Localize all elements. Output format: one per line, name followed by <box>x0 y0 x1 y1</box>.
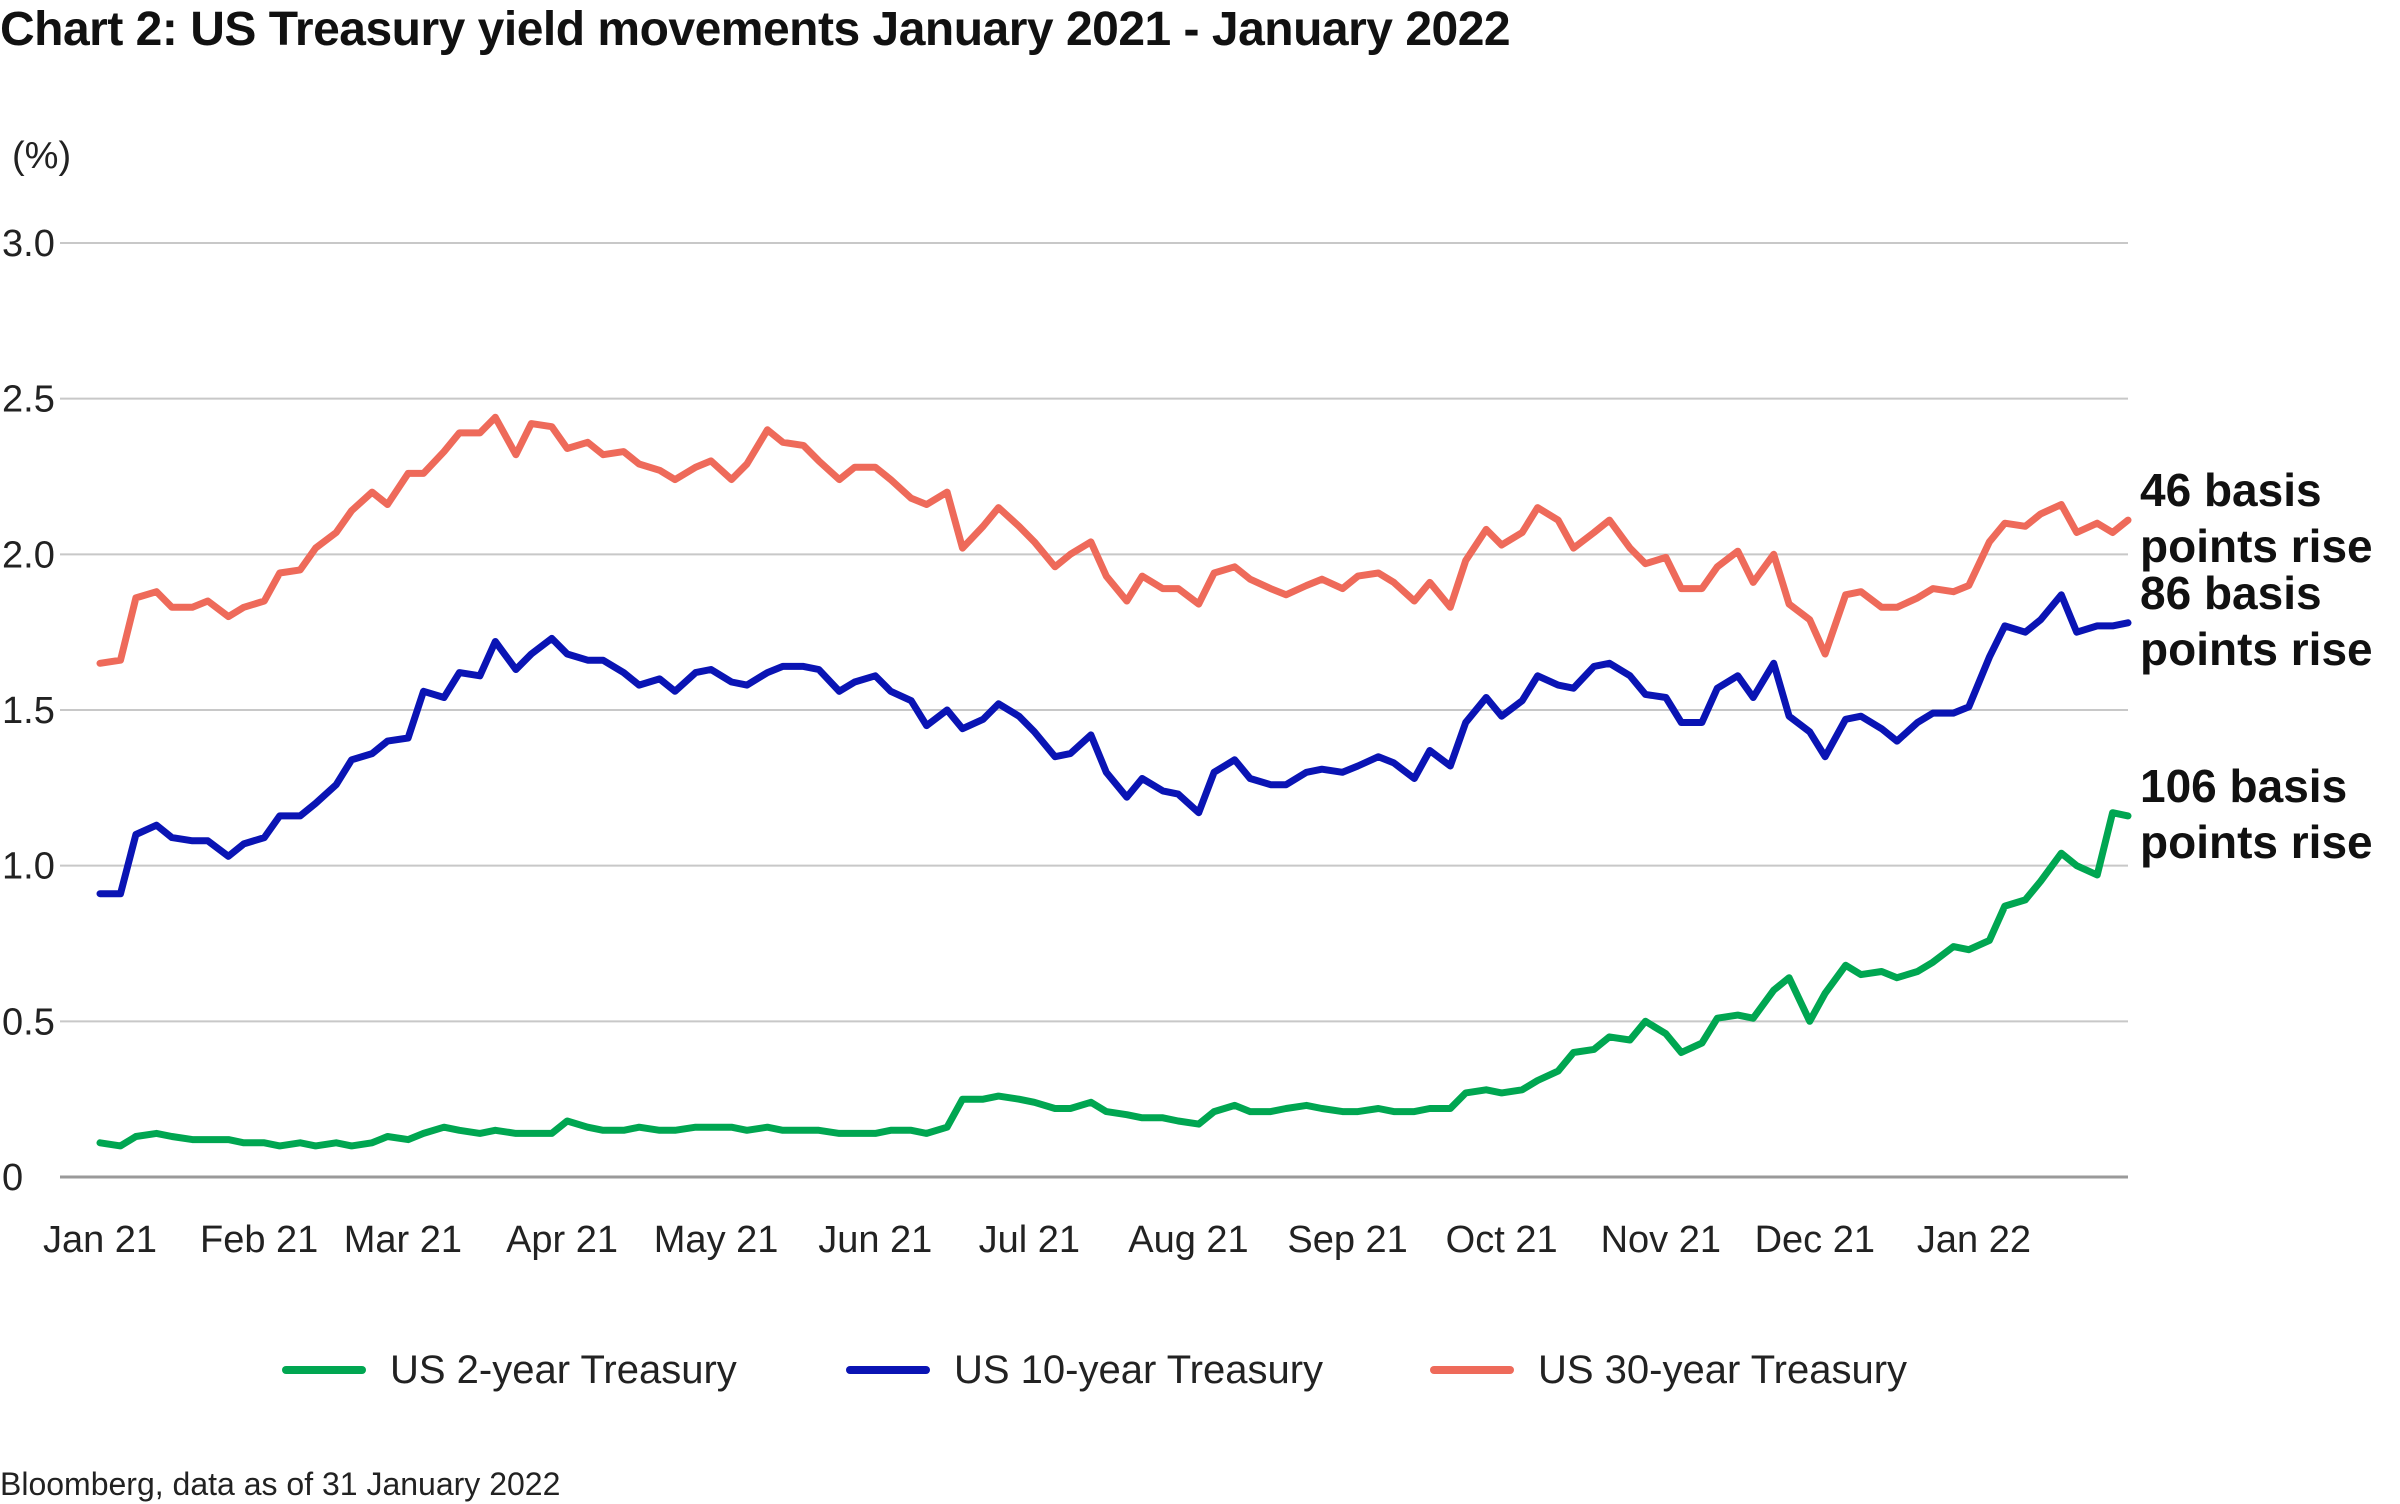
series-lines <box>96 413 2132 1150</box>
legend-swatch <box>846 1366 930 1374</box>
gridlines <box>60 242 2128 1179</box>
series-line <box>96 809 2132 1150</box>
series-annotation: points rise <box>2140 623 2373 675</box>
series-annotation: 86 basis <box>2140 567 2322 619</box>
legend-label: US 10-year Treasury <box>954 1347 1324 1392</box>
x-axis-ticks: Jan 21 Feb 21 Mar 21 Apr 21 May 21 Jun 21 Jul … <box>43 1219 2031 1261</box>
x-tick-label: Jul 21 <box>979 1219 1080 1261</box>
series-line <box>96 413 2132 667</box>
x-tick-label: Mar 21 <box>344 1219 462 1261</box>
y-tick-label: 1.5 <box>2 690 55 732</box>
x-tick-label: Dec 21 <box>1755 1219 1875 1261</box>
y-tick-label: 2.0 <box>2 534 55 576</box>
legend-item: US 10-year Treasury <box>846 1340 1323 1400</box>
x-tick-label: Apr 21 <box>506 1219 618 1261</box>
legend-swatch <box>282 1366 366 1374</box>
legend-item: US 2-year Treasury <box>282 1340 737 1400</box>
x-tick-label: Jan 22 <box>1917 1219 2031 1261</box>
series-annotation: 106 basis <box>2140 760 2347 812</box>
legend-label: US 30-year Treasury <box>1538 1347 1908 1392</box>
x-tick-label: Jan 21 <box>43 1219 157 1261</box>
y-tick-label: 1.0 <box>2 846 55 888</box>
y-tick-label: 2.5 <box>2 379 55 421</box>
series-annotation: points rise <box>2140 520 2373 572</box>
x-tick-label: Sep 21 <box>1287 1219 1407 1261</box>
series-annotation: 46 basis <box>2140 464 2322 516</box>
series-line <box>96 591 2132 898</box>
y-axis-ticks: 3.0 2.5 2.0 1.5 1.0 0.5 0 <box>2 223 55 1199</box>
x-tick-label: Feb 21 <box>200 1219 318 1261</box>
x-tick-label: Nov 21 <box>1601 1219 1721 1261</box>
y-tick-label: 0 <box>2 1157 23 1199</box>
legend-label: US 2-year Treasury <box>390 1347 737 1392</box>
x-tick-label: Oct 21 <box>1446 1219 1558 1261</box>
x-tick-label: Aug 21 <box>1128 1219 1248 1261</box>
y-tick-label: 0.5 <box>2 1001 55 1043</box>
x-tick-label: May 21 <box>654 1219 779 1261</box>
x-tick-label: Jun 21 <box>818 1219 932 1261</box>
legend-swatch <box>1430 1366 1514 1374</box>
legend-item: US 30-year Treasury <box>1430 1340 1907 1400</box>
legend: US 2-year Treasury US 10-year Treasury US … <box>0 1340 2400 1400</box>
series-annotation: points rise <box>2140 816 2373 868</box>
y-tick-label: 3.0 <box>2 223 55 265</box>
chart-title: Chart 2: US Treasury yield movements Jan… <box>0 3 1511 56</box>
source-note: Bloomberg, data as of 31 January 2022 <box>0 1466 561 1502</box>
y-axis-unit-label: (%) <box>12 135 71 177</box>
